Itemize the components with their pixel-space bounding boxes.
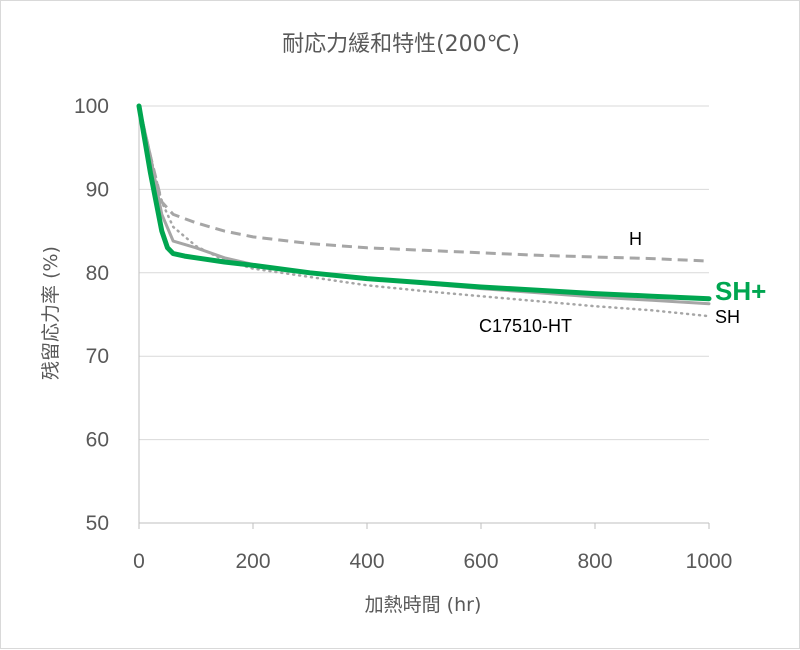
- chart-title: 耐応力緩和特性(200℃): [282, 32, 520, 57]
- series-label-c17510-ht: C17510-HT: [479, 316, 572, 336]
- x-tick-label-600: 600: [463, 550, 498, 573]
- x-tick-label-400: 400: [349, 550, 384, 573]
- axes: [138, 106, 710, 529]
- series-labels: H SH C17510-HT SH+: [479, 229, 766, 336]
- series-lines: [136, 103, 712, 318]
- grid-lines: [139, 105, 709, 441]
- series-line-c17510-ht: [137, 104, 711, 318]
- x-axis-label: 加熱時間 (hr): [365, 594, 482, 616]
- x-tick-labels: 0 200 400 600 800 1000: [133, 550, 732, 573]
- x-tick-label-800: 800: [577, 550, 612, 573]
- y-tick-label-50: 50: [86, 512, 109, 535]
- series-label-h: H: [629, 229, 642, 249]
- series-line-sh: [137, 104, 711, 306]
- series-label-sh: SH: [715, 307, 740, 327]
- y-tick-label-60: 60: [86, 429, 109, 452]
- x-tick-label-0: 0: [133, 550, 145, 573]
- y-axis-label: 残留応力率 (%): [40, 246, 62, 380]
- y-tick-label-70: 70: [86, 345, 109, 368]
- series-line-h: [137, 105, 710, 263]
- y-tick-label-100: 100: [74, 95, 109, 118]
- y-tick-label-80: 80: [86, 262, 109, 285]
- series-line-sh-: [136, 103, 712, 302]
- x-tick-label-200: 200: [235, 550, 270, 573]
- y-tick-label-90: 90: [86, 178, 109, 201]
- series-label-sh-: SH+: [715, 276, 766, 306]
- x-tick-label-1000: 1000: [686, 550, 733, 573]
- y-tick-labels: 50 60 70 80 90 100: [74, 95, 109, 535]
